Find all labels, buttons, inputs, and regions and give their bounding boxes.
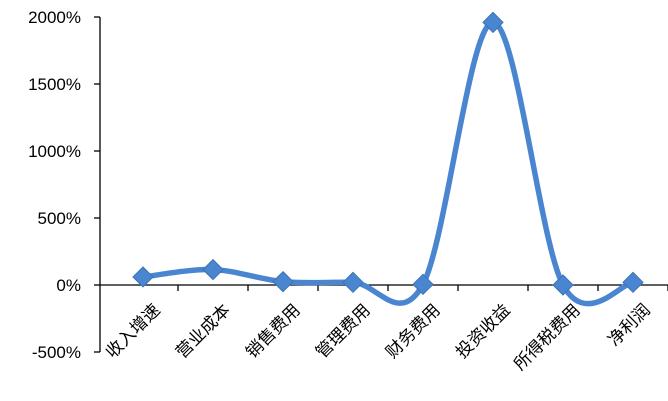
data-point-marker — [552, 274, 574, 296]
data-point-marker — [272, 270, 294, 293]
y-tick-label: 0% — [56, 276, 81, 295]
y-tick-label: 2000% — [28, 8, 81, 27]
y-axis: -500% 0% 500% 1000% 1500% 2000% — [28, 8, 101, 362]
x-category-label: 管理费用 — [312, 300, 374, 362]
x-category-label: 所得税费用 — [510, 300, 584, 374]
data-point-marker — [622, 271, 644, 294]
x-category-label: 收入增速 — [102, 300, 164, 362]
series-line — [140, 19, 636, 307]
y-tick-label: -500% — [32, 343, 81, 362]
data-point-marker — [482, 11, 504, 34]
x-category-label: 净利润 — [604, 300, 654, 350]
series — [132, 11, 644, 307]
x-category-label: 营业成本 — [172, 300, 234, 362]
data-point-marker — [342, 271, 364, 294]
y-tick-label: 1000% — [28, 142, 81, 161]
y-tick-label: 500% — [38, 209, 81, 228]
x-category-label: 销售费用 — [242, 300, 304, 362]
data-point-marker — [412, 273, 434, 296]
data-point-marker — [132, 266, 154, 288]
x-category-label: 财务费用 — [382, 300, 444, 362]
data-point-marker — [202, 258, 224, 281]
x-category-label: 投资收益 — [452, 300, 514, 362]
y-tick-label: 1500% — [28, 75, 81, 94]
